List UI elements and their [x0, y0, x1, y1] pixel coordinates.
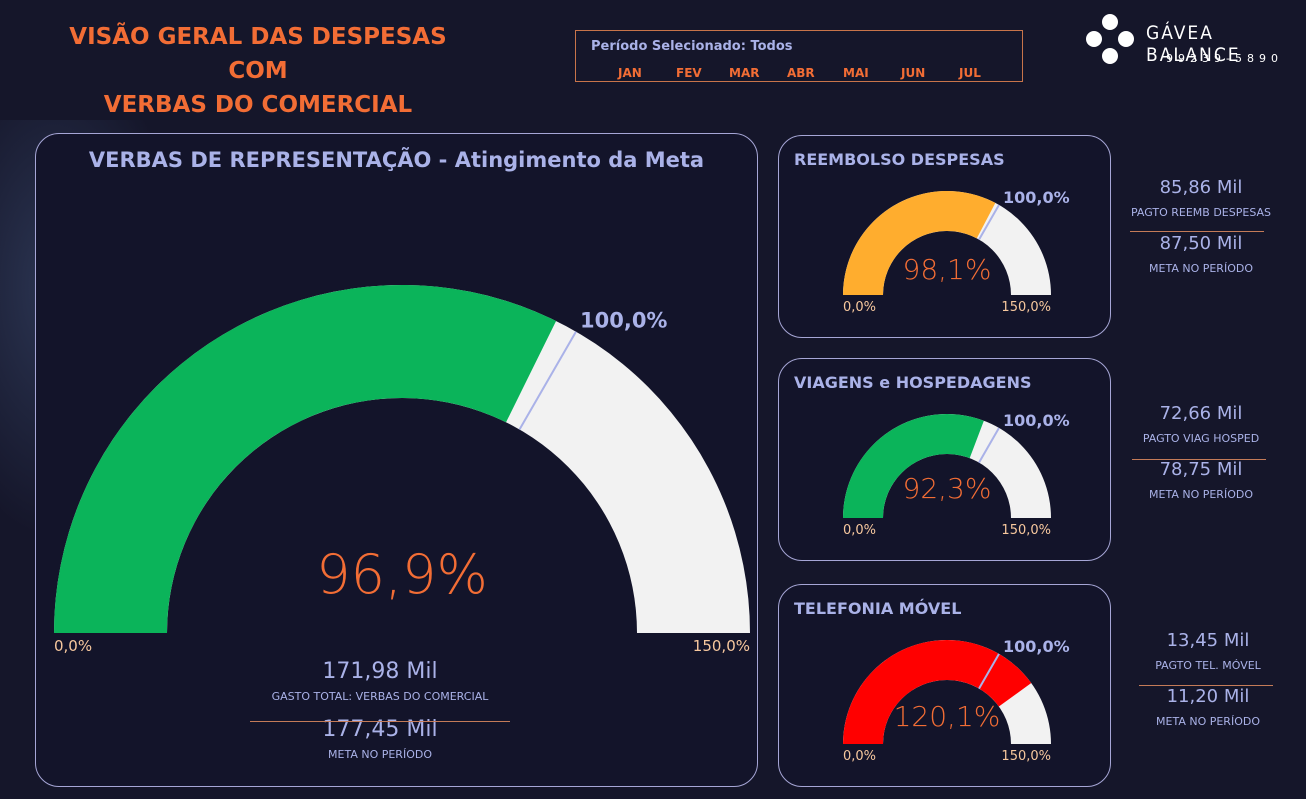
gauge-target-label: 100,0%: [1003, 637, 1070, 656]
gauge-target-line: [518, 331, 577, 430]
gauge-min-label: 0,0%: [843, 749, 876, 764]
gauge-min-label: 0,0%: [843, 300, 876, 315]
gauge-target-line: [978, 427, 1000, 464]
telefonia-title: TELEFONIA MÓVEL: [794, 599, 962, 618]
gauge-target-label: 100,0%: [1003, 188, 1070, 207]
brand-logo: GÁVEA BALANCE 99239-5890: [1086, 14, 1296, 70]
period-label: Período Selecionado: Todos: [591, 39, 793, 54]
gauge-fill: [843, 190, 996, 295]
viagens-gauge-chart: 100,0% 92,3% 0,0% 150,0%: [843, 411, 1070, 538]
period-filter: Período Selecionado: Todos JAN FEV MAR A…: [575, 30, 1023, 82]
main-stats: 171,98 Mil GASTO TOTAL: VERBAS DO COMERC…: [250, 659, 510, 761]
gauge-max-label: 150,0%: [693, 637, 750, 655]
month-mar[interactable]: MAR: [729, 66, 760, 80]
stat-divider: [1130, 231, 1264, 232]
reembolso-gauge-chart: 100,0% 98,1% 0,0% 150,0%: [843, 188, 1070, 315]
viagens-gauge-card: VIAGENS e HOSPEDAGENS 100,0% 92,3% 0,0% …: [778, 358, 1111, 561]
brand-phone: 99239-5890: [1166, 52, 1283, 65]
stat-label: PAGTO TEL. MÓVEL: [1155, 659, 1261, 672]
main-gauge-title: VERBAS DE REPRESENTAÇÃO - Atingimento da…: [88, 148, 705, 172]
stat-value: 171,98 Mil: [322, 659, 438, 684]
stat-label: PAGTO REEMB DESPESAS: [1130, 206, 1272, 219]
stat-value: 72,66 Mil: [1159, 403, 1243, 424]
gauge-value-label: 96,9%: [316, 543, 488, 606]
stat-label: PAGTO VIAG HOSPED: [1142, 432, 1260, 445]
viagens-title: VIAGENS e HOSPEDAGENS: [794, 373, 1032, 392]
gauge-fill: [843, 414, 984, 518]
month-jan[interactable]: JAN: [618, 66, 642, 80]
gauge-fill: [54, 285, 557, 633]
stat-divider: [250, 721, 510, 722]
telefonia-gauge-chart: 100,0% 120,1% 0,0% 150,0%: [843, 637, 1070, 764]
gauge-min-label: 0,0%: [54, 637, 92, 655]
stat-meta-value: 78,75 Mil: [1159, 459, 1243, 480]
gauge-target-label: 100,0%: [1003, 411, 1070, 430]
month-mai[interactable]: MAI: [843, 66, 869, 80]
stat-value: 13,45 Mil: [1166, 630, 1250, 651]
telefonia-gauge-card: TELEFONIA MÓVEL 100,0% 120,1% 0,0% 150,0…: [778, 584, 1111, 787]
stat-meta-label: META NO PERÍODO: [1149, 262, 1253, 275]
month-fev[interactable]: FEV: [676, 66, 702, 80]
page-title: VISÃO GERAL DAS DESPESAS COM VERBAS DO C…: [38, 20, 478, 122]
gauge-max-label: 150,0%: [1001, 300, 1051, 315]
gauge-fill: [843, 640, 1032, 744]
main-gauge-card: VERBAS DE REPRESENTAÇÃO - Atingimento da…: [35, 133, 758, 787]
gauge-target-label: 100,0%: [580, 309, 667, 333]
stat-divider: [1139, 685, 1273, 686]
gauge-min-label: 0,0%: [843, 523, 876, 538]
gauge-value-label: 120,1%: [894, 700, 1001, 733]
viagens-stats: 72,66 Mil PAGTO VIAG HOSPED 78,75 Mil ME…: [1128, 403, 1274, 501]
brand-name: GÁVEA BALANCE: [1146, 22, 1241, 66]
gauge-target-line: [978, 204, 1000, 241]
telefonia-stats: 13,45 Mil PAGTO TEL. MÓVEL 11,20 Mil MET…: [1135, 630, 1281, 728]
reembolso-gauge-card: REEMBOLSO DESPESAS 100,0% 98,1% 0,0% 150…: [778, 135, 1111, 338]
gauge-value-label: 98,1%: [903, 253, 992, 286]
stat-meta-label: META NO PERÍODO: [328, 748, 432, 761]
page-title-line1: VISÃO GERAL DAS DESPESAS COM: [69, 24, 447, 84]
stat-meta-label: META NO PERÍODO: [1156, 715, 1260, 728]
stat-label: GASTO TOTAL: VERBAS DO COMERCIAL: [271, 690, 489, 703]
main-gauge-chart: 100,0% 96,9% 0,0% 150,0%: [54, 285, 750, 655]
stat-meta-label: META NO PERÍODO: [1149, 488, 1253, 501]
stat-meta-value: 11,20 Mil: [1166, 686, 1250, 707]
gauge-value-label: 92,3%: [903, 472, 992, 505]
gauge-target-line: [978, 653, 1000, 690]
stat-meta-value: 87,50 Mil: [1159, 233, 1243, 254]
gauge-max-label: 150,0%: [1001, 523, 1051, 538]
reembolso-stats: 85,86 Mil PAGTO REEMB DESPESAS 87,50 Mil…: [1128, 177, 1274, 275]
gauge-max-label: 150,0%: [1001, 749, 1051, 764]
reembolso-title: REEMBOLSO DESPESAS: [794, 150, 1005, 169]
stat-divider: [1132, 459, 1266, 460]
page-title-line2: VERBAS DO COMERCIAL: [103, 92, 413, 118]
stat-value: 85,86 Mil: [1159, 177, 1243, 198]
month-jun[interactable]: JUN: [901, 66, 926, 80]
month-jul[interactable]: JUL: [959, 66, 981, 80]
month-abr[interactable]: ABR: [787, 66, 815, 80]
